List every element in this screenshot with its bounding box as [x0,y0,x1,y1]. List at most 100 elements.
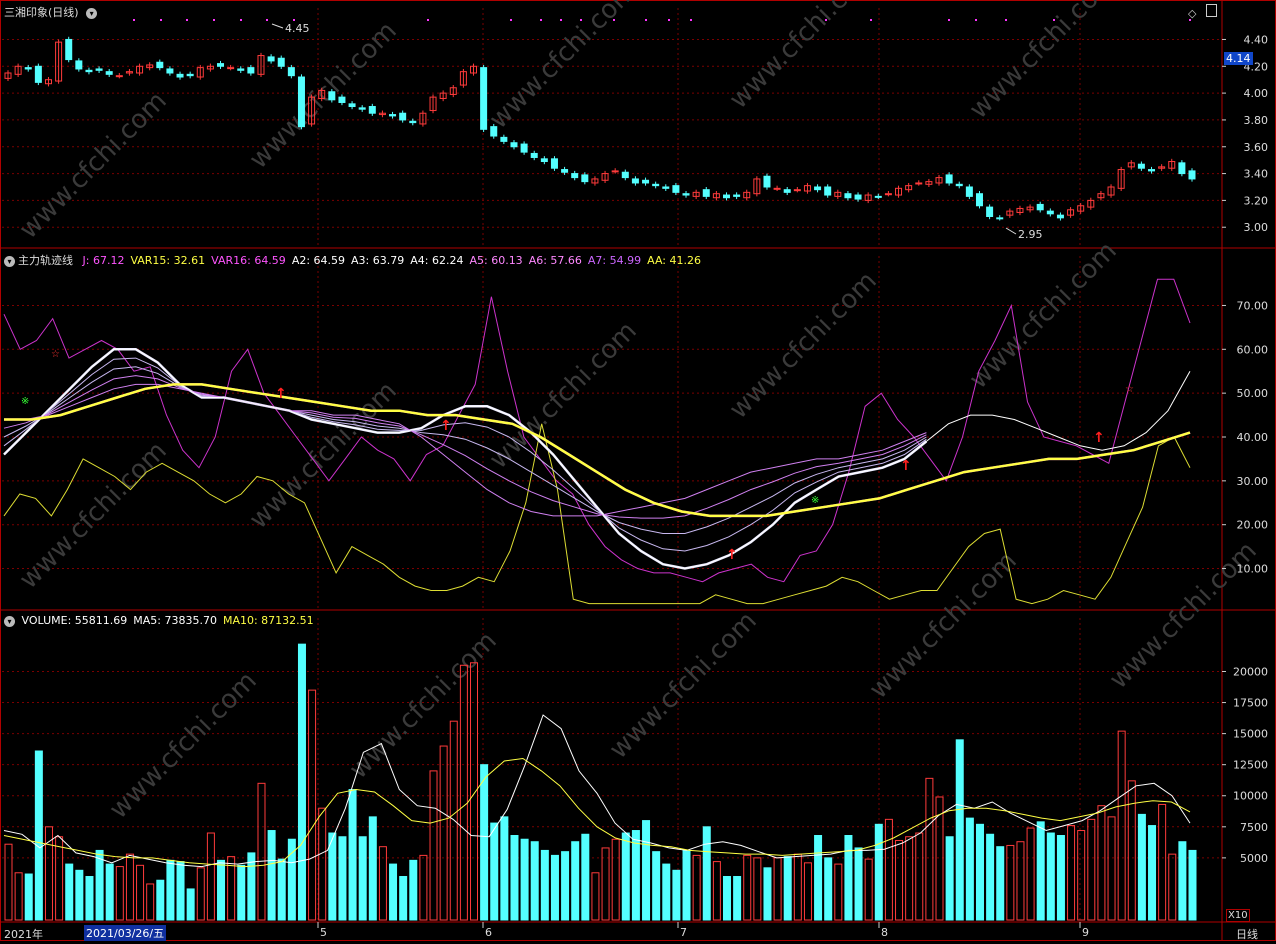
y-tick-label: 7500 [1240,821,1268,834]
y-tick-label: 4.00 [1244,87,1269,100]
volume-bar [247,852,256,921]
signal-dot [213,19,215,21]
volume-panel[interactable] [3,643,1197,921]
signal-dot [668,19,670,21]
volume-bar [136,864,145,921]
volume-bar [75,869,84,921]
y-tick-label: 10.00 [1237,563,1269,576]
volume-bar [550,854,559,921]
candle-body [1148,169,1156,172]
candle-body [95,68,103,71]
period-label[interactable]: 日线 [1236,928,1258,941]
y-tick-label: 30.00 [1237,475,1269,488]
candle-body [844,193,852,199]
volume-bar [581,833,590,921]
candle-body [692,191,700,197]
volume-bar [530,841,539,921]
candle-body [1188,170,1196,180]
price-panel[interactable]: 4.45 2.95 [4,19,1196,241]
signal-dot [975,19,977,21]
candle-body [409,120,417,124]
volume-bar [1168,853,1177,921]
axis-labels: 3.003.203.403.603.804.004.204.4010.0020.… [317,33,1269,939]
volume-bar [1137,813,1146,921]
signal-dot [825,19,827,21]
volume-bar [115,866,124,921]
candle-body [34,65,42,83]
candle-body [14,65,22,75]
candle-body [814,186,822,191]
volume-bar [348,789,357,921]
candle-body [1168,161,1176,169]
candle-body [166,68,174,74]
watermark-text: www.cfchi.com [864,546,1023,705]
candle-body [915,182,923,185]
candle-body [631,178,639,184]
volume-bar [722,876,731,921]
x-tick-label: 5 [320,926,327,939]
candle-body [581,174,589,183]
signal-dot [560,19,562,21]
indicator-value-8: A7: 54.99 [587,254,642,267]
indicator-value-5: A4: 62.24 [410,254,464,267]
volume-bar [1087,818,1096,921]
indicator-panel[interactable]: ↑ ↑ ↑ ↑ ↑ ※ ※ ☆ ☆ [3,278,1191,605]
volume-bar [591,872,600,921]
volume-bar [844,835,853,921]
chevron-down-icon[interactable]: ▾ [4,616,15,627]
volume-bar [217,859,226,921]
volume-bar [1148,825,1157,921]
volume-bar [95,849,104,921]
volume-bar [520,838,529,921]
candle-body [1117,169,1125,189]
volume-bar [611,838,620,921]
candle-body [338,96,346,103]
indicator-value-6: A5: 60.13 [469,254,523,267]
candle-body [874,195,882,198]
chevron-down-icon[interactable]: ▾ [86,8,98,19]
y-tick-label: 3.20 [1244,194,1269,207]
chevron-down-icon[interactable]: ▾ [4,256,15,267]
candle-body [399,112,407,121]
volume-bar [297,643,306,921]
volume-legend: ▾ VOLUME: 55811.69 MA5: 73835.70 MA10: 871… [4,614,320,627]
diamond-icon[interactable]: ◇ [1188,7,1197,20]
candle-body [217,63,225,67]
restore-icon[interactable] [1205,4,1217,17]
low-annotation: 2.95 [1018,228,1043,241]
volume-bar [470,662,479,921]
buy-arrow-icon: ↑ [900,458,912,474]
watermark-text: www.cfchi.com [724,266,883,425]
candle-body [1036,203,1044,211]
volume-bar [206,832,215,921]
candle-body [652,183,660,187]
volume-bar [409,859,418,921]
y-tick-label: 15000 [1233,728,1268,741]
signal-dot [540,19,542,21]
candle-body [237,68,245,71]
volume-value-0: VOLUME: 55811.69 [21,614,128,627]
signal-dot [948,19,950,21]
volume-bar [662,863,671,921]
volume-bar [955,739,964,921]
stock-title: 三湘印象(日线) ▾ [4,4,98,20]
watermark-text: www.cfchi.com [484,0,643,135]
y-tick-label: 20.00 [1237,519,1269,532]
volume-bar [935,796,944,921]
watermark-text: www.cfchi.com [604,606,763,765]
cursor-date: 2021/03/26/五 [84,925,167,941]
volume-bar [439,745,448,921]
candle-body [115,75,123,78]
volume-bar [986,833,995,921]
volume-bar [814,835,823,921]
candle-body [793,189,801,192]
candle-body [146,64,154,69]
indicator-legend: ▾ 主力轨迹线 J: 67.12 VAR15: 32.61 VAR16: 64.59 A… [4,252,707,268]
volume-bar [419,854,428,921]
window-controls[interactable]: ◇ [1188,4,1217,20]
candle-body [803,185,811,192]
volume-bar [257,782,266,921]
candle-body [773,187,781,190]
volume-bar [864,858,873,921]
candle-body [1107,186,1115,196]
